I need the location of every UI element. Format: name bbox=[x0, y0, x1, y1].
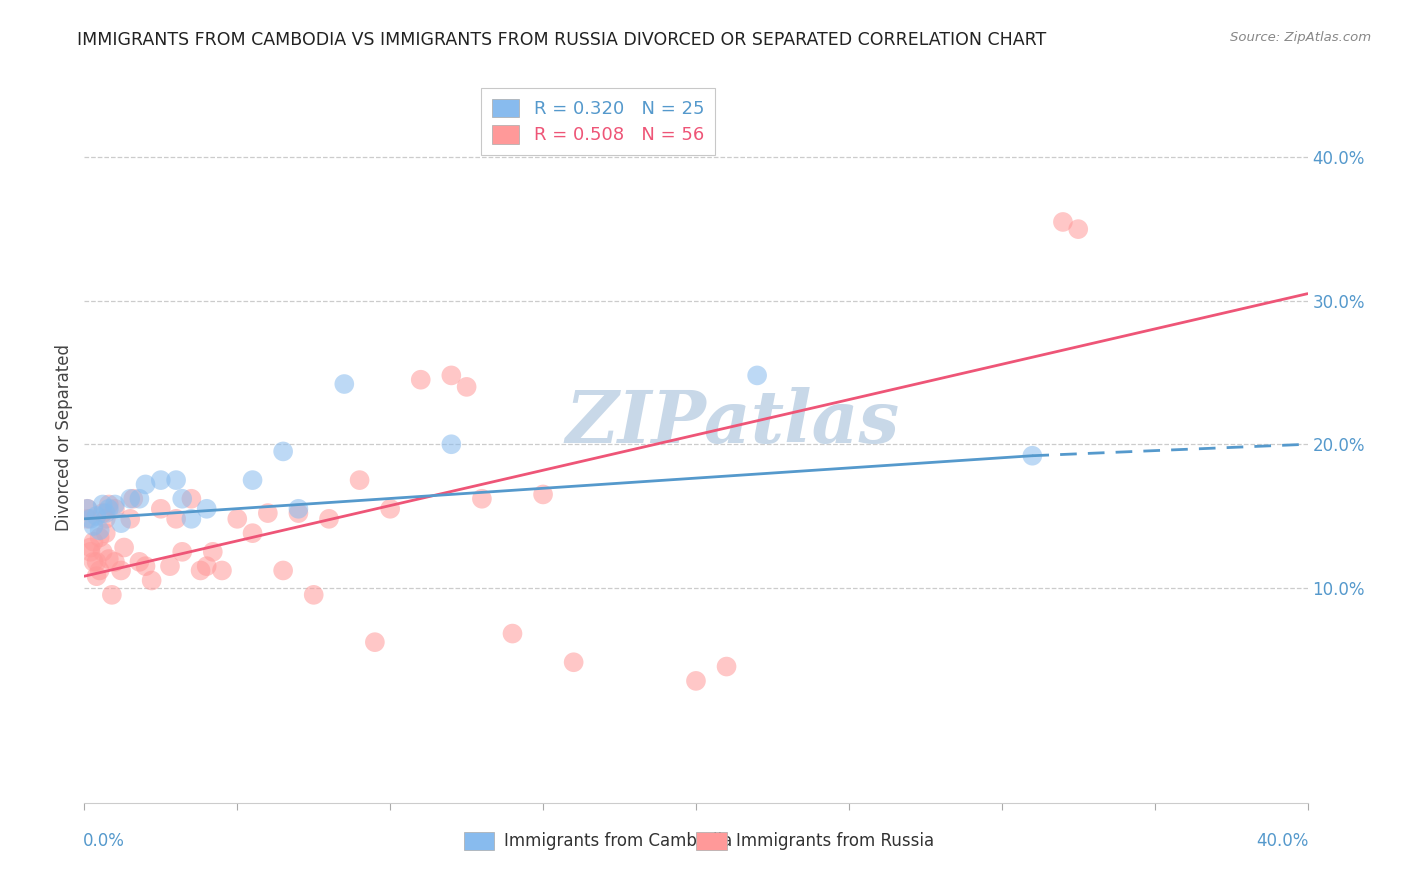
Point bbox=[180, 491, 202, 506]
Point bbox=[91, 498, 114, 512]
Point bbox=[83, 555, 105, 569]
Point bbox=[97, 501, 120, 516]
Y-axis label: Divorced or Separated: Divorced or Separated bbox=[55, 343, 73, 531]
Point bbox=[83, 534, 105, 549]
Point bbox=[349, 473, 371, 487]
Point bbox=[97, 552, 120, 566]
Text: Immigrants from Russia: Immigrants from Russia bbox=[737, 832, 935, 850]
Point bbox=[1052, 215, 1074, 229]
Point bbox=[159, 559, 181, 574]
Point bbox=[302, 588, 325, 602]
Point bbox=[318, 512, 340, 526]
Point bbox=[94, 506, 117, 520]
Point bbox=[242, 473, 264, 487]
Point bbox=[79, 545, 101, 559]
Point bbox=[149, 501, 172, 516]
Text: ZIPatlas: ZIPatlas bbox=[565, 387, 900, 458]
Point bbox=[271, 444, 294, 458]
Text: IMMIGRANTS FROM CAMBODIA VS IMMIGRANTS FROM RUSSIA DIVORCED OR SEPARATED CORRELA: IMMIGRANTS FROM CAMBODIA VS IMMIGRANTS F… bbox=[77, 31, 1046, 49]
Point bbox=[211, 564, 233, 578]
Point bbox=[89, 531, 111, 545]
Point bbox=[110, 564, 132, 578]
Point bbox=[471, 491, 494, 506]
Legend: R = 0.320   N = 25, R = 0.508   N = 56: R = 0.320 N = 25, R = 0.508 N = 56 bbox=[481, 87, 716, 155]
Point bbox=[195, 501, 218, 516]
Point bbox=[110, 516, 132, 530]
Point bbox=[83, 519, 105, 533]
Text: Source: ZipAtlas.com: Source: ZipAtlas.com bbox=[1230, 31, 1371, 45]
Point bbox=[287, 506, 309, 520]
Point bbox=[141, 574, 163, 588]
Point bbox=[86, 569, 108, 583]
Point bbox=[120, 491, 142, 506]
Point bbox=[149, 473, 172, 487]
Point bbox=[364, 635, 387, 649]
Point bbox=[94, 512, 117, 526]
Point bbox=[201, 545, 224, 559]
Text: Immigrants from Cambodia: Immigrants from Cambodia bbox=[503, 832, 733, 850]
Point bbox=[180, 512, 202, 526]
Point bbox=[380, 501, 402, 516]
Point bbox=[333, 377, 356, 392]
Point bbox=[89, 564, 111, 578]
Point bbox=[104, 501, 127, 516]
Point bbox=[195, 559, 218, 574]
Point bbox=[456, 380, 478, 394]
Point bbox=[120, 512, 142, 526]
Point bbox=[128, 555, 150, 569]
Point bbox=[122, 491, 145, 506]
Point bbox=[1067, 222, 1090, 236]
Text: 0.0%: 0.0% bbox=[83, 832, 125, 850]
Point bbox=[685, 673, 707, 688]
Point bbox=[76, 512, 98, 526]
Point bbox=[104, 498, 127, 512]
Point bbox=[257, 506, 280, 520]
Point bbox=[86, 508, 108, 523]
Point bbox=[135, 477, 157, 491]
Point bbox=[79, 541, 101, 555]
Point bbox=[91, 506, 114, 520]
Point bbox=[128, 491, 150, 506]
Point bbox=[112, 541, 135, 555]
Point bbox=[76, 501, 98, 516]
Point bbox=[271, 564, 294, 578]
Point bbox=[747, 368, 769, 383]
Point bbox=[79, 512, 101, 526]
Point bbox=[172, 491, 194, 506]
Point bbox=[531, 487, 554, 501]
Point bbox=[409, 373, 432, 387]
Point bbox=[190, 564, 212, 578]
Point bbox=[440, 437, 463, 451]
Point bbox=[562, 655, 585, 669]
Point bbox=[104, 555, 127, 569]
Point bbox=[716, 659, 738, 673]
Bar bbox=[696, 832, 727, 850]
Point bbox=[89, 524, 111, 538]
Point bbox=[86, 555, 108, 569]
Point bbox=[440, 368, 463, 383]
Point bbox=[172, 545, 194, 559]
Text: 40.0%: 40.0% bbox=[1257, 832, 1309, 850]
Point bbox=[502, 626, 524, 640]
Point bbox=[101, 588, 124, 602]
Point bbox=[76, 501, 98, 516]
Point bbox=[91, 545, 114, 559]
Point bbox=[287, 501, 309, 516]
Point bbox=[1021, 449, 1043, 463]
Point bbox=[165, 473, 187, 487]
Point bbox=[94, 526, 117, 541]
Bar bbox=[464, 832, 494, 850]
Point bbox=[97, 498, 120, 512]
Point bbox=[165, 512, 187, 526]
Point bbox=[226, 512, 249, 526]
Point bbox=[135, 559, 157, 574]
Point bbox=[242, 526, 264, 541]
